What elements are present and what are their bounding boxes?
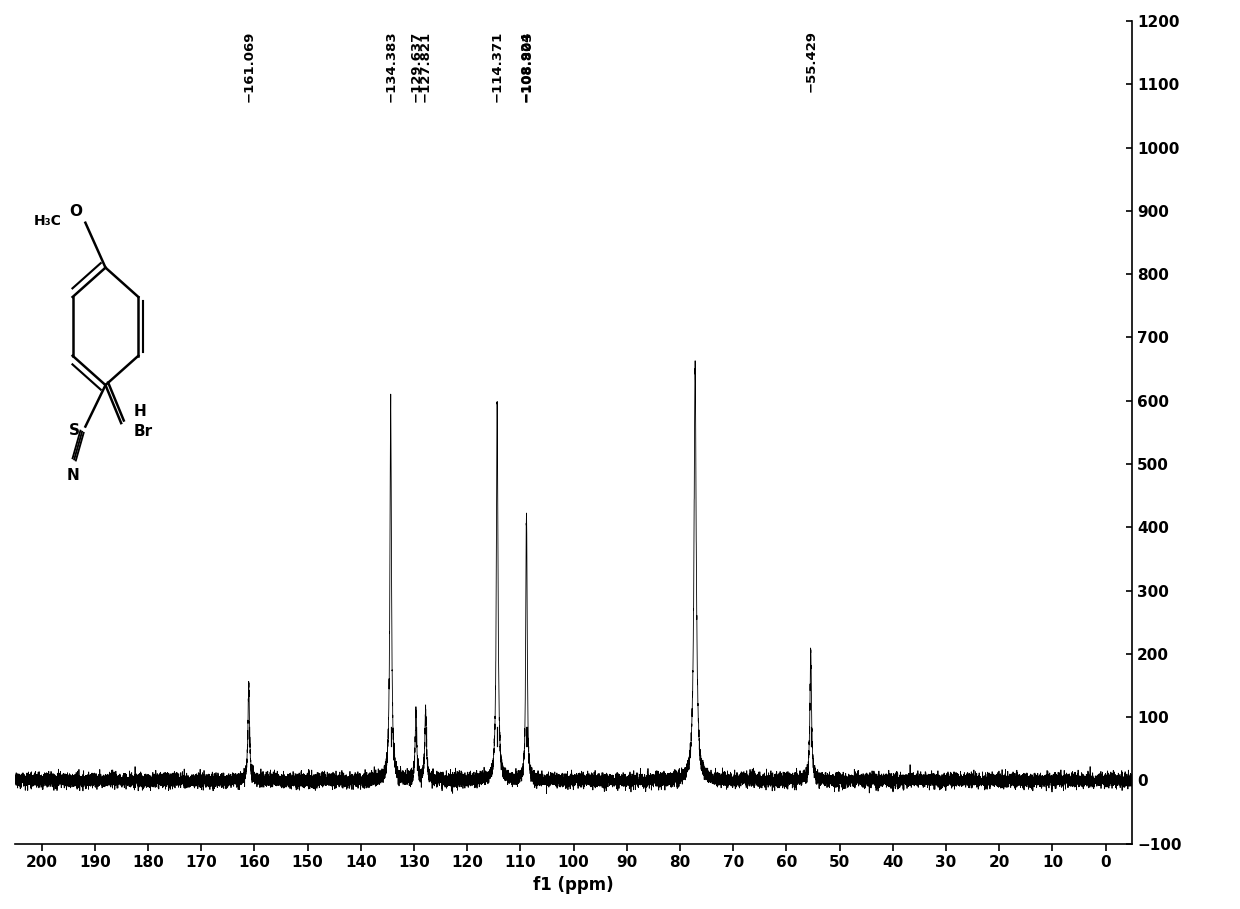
Text: −127.821: −127.821 [419, 31, 432, 102]
Text: −114.371: −114.371 [491, 31, 503, 102]
Text: −161.069: −161.069 [242, 31, 255, 102]
Text: −134.383: −134.383 [384, 31, 397, 102]
X-axis label: f1 (ppm): f1 (ppm) [533, 876, 614, 894]
Text: −108.803: −108.803 [521, 31, 533, 102]
Text: −129.637: −129.637 [409, 31, 423, 102]
Text: −55.429: −55.429 [805, 31, 817, 93]
Text: −108.924: −108.924 [520, 31, 533, 102]
